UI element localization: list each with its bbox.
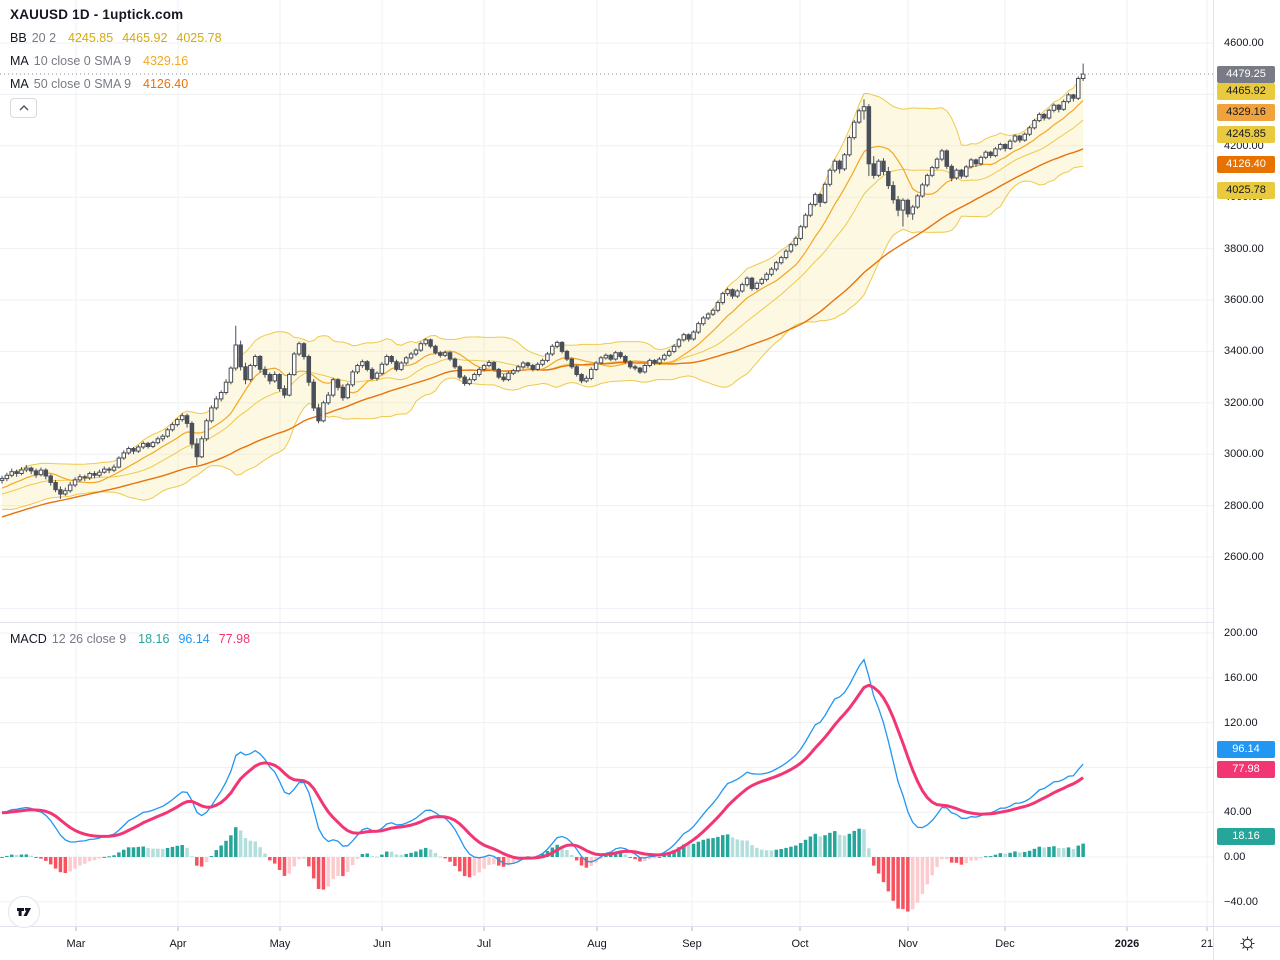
candles [0,63,1086,499]
macd-pane [0,658,1085,912]
ma50-name: MA [10,76,29,91]
time-axis-label: Jul [476,938,492,950]
macd-name: MACD [10,631,47,646]
macd-badge: 96.14 [1217,740,1275,758]
macd-axis-label: 0.00 [1224,851,1246,863]
macd-axis-label: 40.00 [1224,806,1252,819]
price-badge: 4329.16 [1217,104,1275,122]
price-axis-label: 3200.00 [1224,396,1264,409]
time-axis-label: Sep [682,938,702,950]
time-axis-label: Mar [66,938,86,950]
ma10-value: 4329.16 [143,53,189,68]
indicator-ma10-row: MA 10 close 0 SMA 9 4329.16 [10,52,231,69]
price-axis-label: 3800.00 [1224,242,1264,255]
indicator-macd-row: MACD 12 26 close 9 18.16 96.14 77.98 [10,630,259,647]
indicator-ma50-row: MA 50 close 0 SMA 9 4126.40 [10,75,231,92]
price-axis-label: 2600.00 [1224,551,1264,563]
time-axis-label: Nov [898,938,918,950]
ma10-params: 10 close 0 SMA 9 [33,53,132,68]
symbol-title[interactable]: XAUUSD 1D - 1uptick.com [10,7,184,22]
macd-line-value: 96.14 [178,631,210,646]
price-axis-label: 3600.00 [1224,294,1264,306]
bb-upper-value: 4465.92 [122,30,168,45]
time-axis-label: May [269,938,291,950]
ma50-value: 4126.40 [143,76,189,91]
price-axis-label: 3000.00 [1224,448,1264,461]
macd-signal-line [1,683,1084,860]
price-pane [1,73,1084,518]
macd-badge: 77.98 [1217,761,1275,779]
settings-gear-icon[interactable] [1239,935,1256,952]
bb-lower-value: 4025.78 [176,30,222,45]
macd-legend: MACD 12 26 close 9 18.16 96.14 77.98 [10,630,259,653]
price-axis-label: 2800.00 [1224,499,1264,512]
ma10-line [1,100,1084,489]
macd-signal-value: 77.98 [218,631,251,646]
tradingview-logo[interactable] [8,896,40,928]
chevron-up-icon [19,105,28,111]
price-badge: 4479.25 [1217,65,1275,83]
macd-axis-label: 200.00 [1224,627,1258,639]
time-axis-label: 21 [1200,938,1214,950]
price-axis-label: 4600.00 [1224,37,1264,49]
bollinger-lower-line [1,165,1084,511]
time-axis-label: Apr [169,938,187,950]
macd-axis-label: 160.00 [1224,671,1258,684]
macd-badge: 18.16 [1217,828,1275,846]
macd-params: 12 26 close 9 [51,631,127,646]
time-axis-label: Aug [587,938,607,950]
bb-params: 20 2 [31,30,57,45]
time-axis-label: Oct [791,938,809,950]
bb-name: BB [10,30,27,45]
macd-hist-value: 18.16 [138,631,170,646]
price-badge: 4245.85 [1217,125,1275,143]
tradingview-logo-icon [17,908,31,916]
macd-axis-label: 120.00 [1224,716,1258,729]
ma50-params: 50 close 0 SMA 9 [33,76,132,91]
ma50-line [1,148,1084,518]
price-badge: 4465.92 [1217,83,1275,101]
macd-line [1,658,1084,865]
bb-basis-value: 4245.85 [68,30,114,45]
ma10-name: MA [10,53,29,68]
price-axis-label: 3400.00 [1224,345,1264,358]
price-axis-label: 4200.00 [1224,139,1264,152]
bollinger-fill [2,74,1084,510]
indicator-bb-row: BB 20 2 4245.85 4465.92 4025.78 [10,29,231,46]
macd-axis-label: −40.00 [1224,895,1258,908]
collapse-indicators-button[interactable] [10,98,37,118]
time-axis-label: 2026 [1114,938,1140,950]
time-axis-label: Dec [995,938,1015,950]
price-badge: 4126.40 [1217,156,1275,174]
main-legend: XAUUSD 1D - 1uptick.com BB 20 2 4245.85 … [10,6,231,118]
time-axis-label: Jun [373,938,391,950]
price-badge: 4025.78 [1217,182,1275,200]
